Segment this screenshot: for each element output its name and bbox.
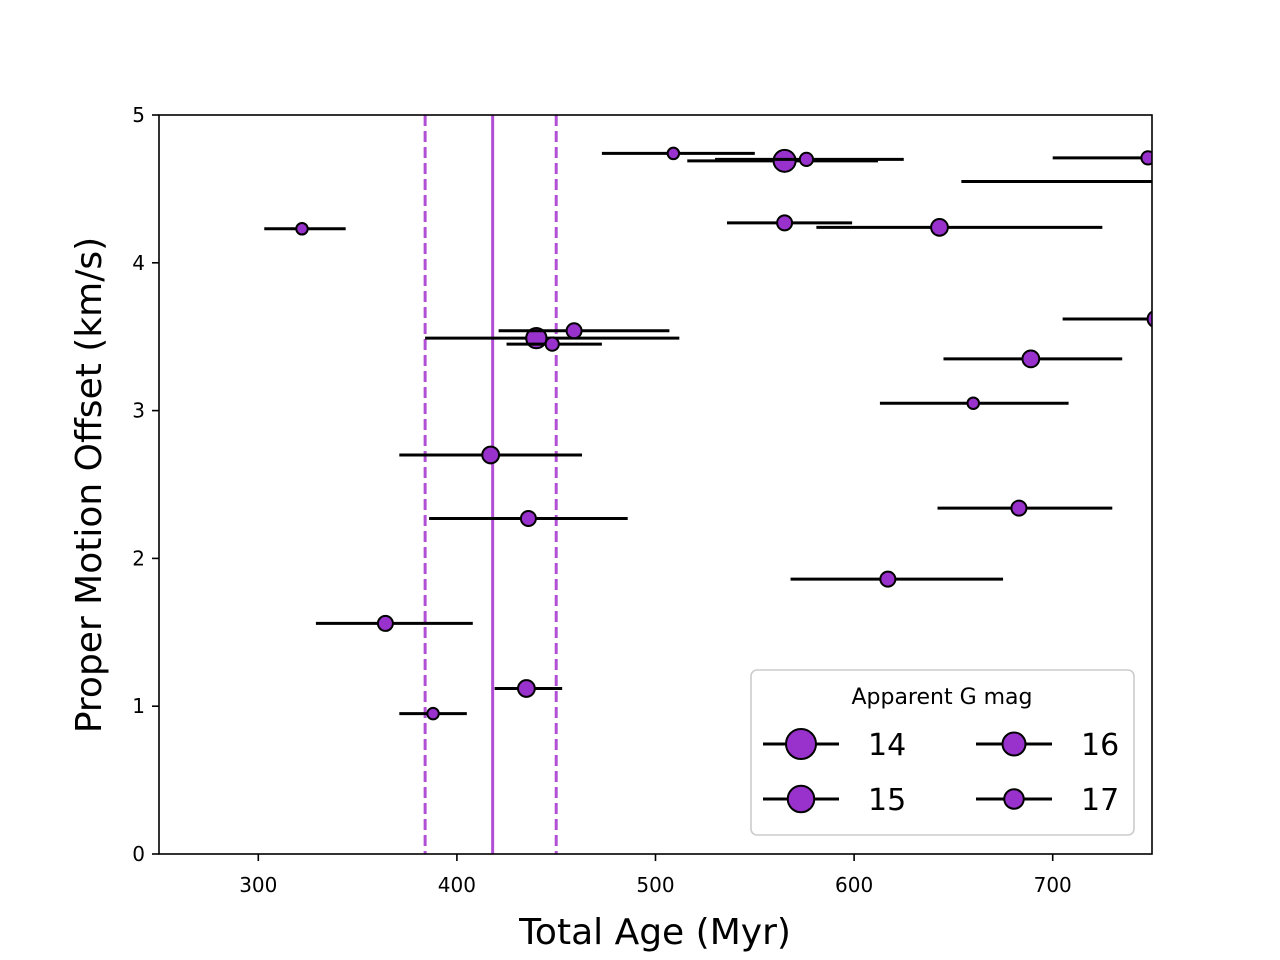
legend-label: 14 <box>868 728 906 763</box>
y-axis-label: Proper Motion Offset (km/s) <box>69 237 110 733</box>
y-tick-label: 2 <box>132 546 145 570</box>
legend-marker <box>1003 788 1025 810</box>
point-marker <box>1010 499 1028 517</box>
legend-marker <box>1001 731 1027 757</box>
data-point <box>494 679 563 698</box>
reference-lines <box>423 115 558 854</box>
point-marker <box>1140 150 1152 166</box>
data-point <box>264 222 346 236</box>
legend-box <box>750 669 1135 836</box>
legend-label: 17 <box>1081 783 1119 818</box>
y-tick-label: 4 <box>132 251 145 275</box>
data-point <box>498 322 670 340</box>
point-marker <box>966 396 981 410</box>
legend-label: 16 <box>1081 728 1119 763</box>
data-point <box>726 214 853 232</box>
legend-label: 15 <box>868 783 906 818</box>
point-marker <box>426 706 440 721</box>
legend-entry: 14 <box>763 728 906 763</box>
y-tick-label: 5 <box>132 103 145 127</box>
legend-marker <box>785 728 817 760</box>
x-tick-label: 500 <box>636 873 674 897</box>
point-marker <box>544 336 560 352</box>
data-point <box>715 151 904 167</box>
point-marker <box>1204 270 1219 285</box>
x-tick-label: 600 <box>835 873 873 897</box>
point-marker <box>1204 174 1219 189</box>
data-point <box>429 509 628 527</box>
data-point <box>601 146 755 161</box>
point-marker <box>565 322 583 340</box>
point-marker <box>481 445 501 465</box>
point-marker <box>666 146 681 161</box>
legend-entry: 15 <box>763 783 906 818</box>
point-marker <box>930 217 949 237</box>
data-point <box>816 217 1103 237</box>
x-tick-label: 400 <box>438 873 476 897</box>
x-tick-label: 300 <box>239 873 277 897</box>
x-axis-ticks: 300 400 500 600 700 <box>239 854 1072 897</box>
y-axis-ticks: 0 1 2 3 4 5 <box>132 103 159 866</box>
point-marker <box>517 679 536 698</box>
data-point <box>961 174 1219 189</box>
y-tick-label: 0 <box>132 842 145 866</box>
x-tick-label: 700 <box>1034 873 1072 897</box>
x-axis-label: Total Age (Myr) <box>518 912 791 953</box>
point-marker <box>879 570 897 588</box>
y-tick-label: 1 <box>132 694 145 718</box>
data-point <box>399 445 583 465</box>
point-marker <box>376 614 394 632</box>
point-marker <box>519 509 537 527</box>
y-tick-label: 3 <box>132 399 145 423</box>
data-point <box>879 396 1069 410</box>
data-point <box>943 349 1123 369</box>
point-marker <box>1021 349 1041 369</box>
data-point <box>1152 270 1251 285</box>
point-marker <box>295 222 309 236</box>
legend-entry: 16 <box>976 728 1119 763</box>
data-point <box>790 570 1004 588</box>
legend-entry: 17 <box>976 783 1119 818</box>
point-marker <box>776 214 794 232</box>
data-points <box>264 146 1251 721</box>
data-point <box>1062 310 1152 328</box>
legend-title: Apparent G mag <box>851 685 1032 710</box>
point-marker <box>1146 310 1152 328</box>
data-point <box>399 706 467 721</box>
legend-marker <box>786 784 816 814</box>
data-point <box>937 499 1113 517</box>
legend: Apparent G mag 14 16 15 17 <box>750 669 1135 836</box>
point-marker <box>798 151 815 167</box>
data-point <box>506 336 602 352</box>
data-point <box>315 614 473 632</box>
